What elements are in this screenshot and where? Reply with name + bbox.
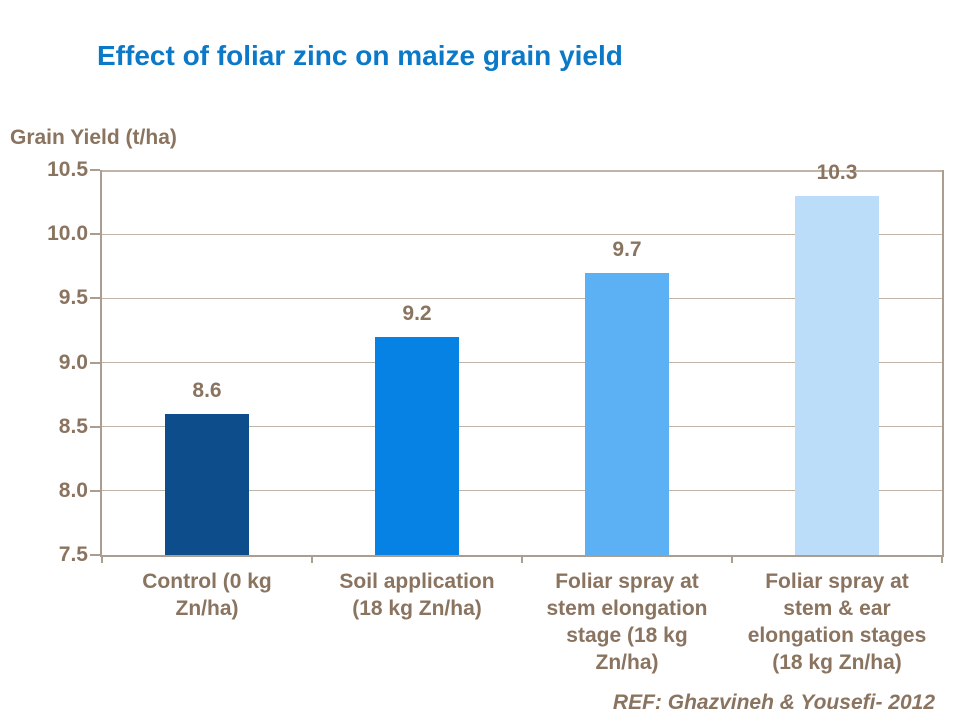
- x-axis-tick-mark: [311, 557, 313, 563]
- gridline-9.0: [102, 362, 942, 363]
- y-axis-tick-label: 9.0: [58, 350, 88, 374]
- bar-3: [585, 272, 669, 555]
- chart-title: Effect of foliar zinc on maize grain yie…: [97, 40, 623, 71]
- x-axis-tick-mark: [731, 557, 733, 563]
- y-axis-tick-label: 9.5: [58, 286, 88, 310]
- y-axis-tick-mark: [90, 361, 100, 364]
- source-reference: REF: Ghazvineh & Yousefi- 2012: [612, 691, 935, 714]
- x-axis-category-label: Soil application (18 kg Zn/ha): [339, 570, 495, 620]
- bar-value-label: 10.3: [816, 160, 858, 184]
- y-axis-title: Grain Yield (t/ha): [10, 126, 177, 149]
- x-axis-category-labels: Control (0 kg Zn/ha) Soil application (18…: [0, 568, 960, 680]
- plot-area: 8.6 9.2 9.7 10.3: [90, 161, 944, 563]
- bar-value-label: 9.7: [612, 237, 642, 261]
- plot-right-border: [942, 170, 944, 555]
- gridline-9.5: [102, 297, 942, 299]
- x-axis-category-label: Foliar spray at stem elongation stage (1…: [546, 570, 708, 674]
- y-axis-line: [100, 170, 102, 555]
- bar-4: [795, 195, 879, 555]
- gridline-10.5: [102, 170, 942, 172]
- x-axis-tick-mark: [941, 557, 943, 563]
- y-axis-tick-label: 8.0: [58, 478, 88, 502]
- gridline-10.0: [102, 233, 942, 235]
- y-axis-tick-mark: [90, 554, 100, 556]
- x-axis-tick-mark: [101, 557, 103, 563]
- x-axis-category-label: Foliar spray at stem & ear elongation st…: [747, 570, 927, 674]
- x-axis-category-label: Control (0 kg Zn/ha): [142, 570, 272, 620]
- y-axis-tick-mark: [90, 233, 100, 236]
- gridline-8.5: [102, 426, 942, 428]
- y-axis-tick-label: 10.5: [47, 158, 88, 181]
- gridline-8.0: [102, 490, 942, 492]
- y-axis-tick-mark: [90, 425, 100, 428]
- bar-value-label: 8.6: [192, 378, 222, 402]
- y-axis-tick-label: 7.5: [58, 543, 88, 566]
- x-axis-line: [100, 555, 944, 557]
- y-axis-tick-label: 10.0: [47, 222, 88, 246]
- bar-value-label: 9.2: [402, 301, 432, 325]
- y-axis-tick-mark: [90, 489, 100, 492]
- y-axis-tick-mark: [90, 297, 100, 300]
- bar-2: [375, 336, 459, 555]
- y-axis-tick-mark: [90, 169, 100, 171]
- y-axis-tick-label: 8.5: [58, 414, 88, 438]
- bar-1: [165, 413, 249, 555]
- x-axis-tick-mark: [521, 557, 523, 563]
